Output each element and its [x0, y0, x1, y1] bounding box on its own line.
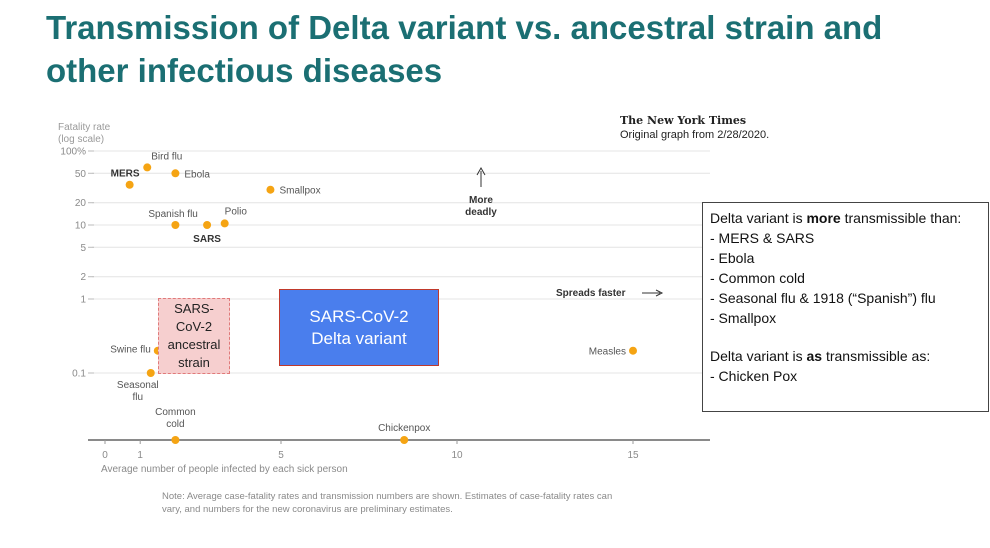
more-deadly-arrowhead	[476, 166, 486, 176]
y-tick-label: 0.1	[72, 369, 86, 380]
point-label: Measles	[589, 347, 626, 358]
as-transmissible-list: - Chicken Pox	[710, 366, 981, 386]
list-item: - Common cold	[710, 270, 805, 286]
x-axis-label: Average number of people infected by eac…	[101, 464, 348, 475]
point-label: Seasonal flu	[117, 380, 159, 403]
x-tick-label: 10	[451, 450, 463, 461]
spreads-faster-label: Spreads faster	[556, 288, 626, 299]
x-tick-label: 1	[137, 450, 143, 461]
delta-variant-box: SARS-CoV-2 Delta variant	[279, 289, 439, 366]
data-point	[220, 219, 229, 228]
list-item: - Seasonal flu & 1918 (“Spanish”) flu	[710, 290, 936, 306]
point-label: SARS	[193, 234, 221, 245]
y-tick-label: 10	[75, 221, 87, 232]
y-tick-label: 50	[75, 169, 87, 180]
x-tick-label: 0	[102, 450, 108, 461]
more-transmissible-list: - MERS & SARS - Ebola - Common cold - Se…	[710, 228, 981, 328]
list-item: - Smallpox	[710, 310, 777, 326]
more-deadly-label: More deadly	[465, 195, 497, 218]
data-point	[146, 369, 155, 377]
y-tick-label: 2	[80, 272, 86, 283]
data-point	[629, 346, 637, 355]
y-tick-label: 100%	[60, 147, 86, 158]
x-tick-label: 5	[278, 450, 284, 461]
y-tick-label: 1	[80, 295, 86, 306]
ancestral-strain-box: SARS- CoV-2 ancestral strain	[158, 298, 230, 374]
y-tick-label: 20	[75, 198, 87, 209]
info-box: Delta variant is more transmissible than…	[702, 202, 989, 412]
list-item: - Chicken Pox	[710, 368, 798, 384]
list-item: - MERS & SARS	[710, 230, 815, 246]
data-point	[171, 436, 180, 444]
data-point	[171, 221, 180, 229]
data-point	[143, 163, 152, 172]
y-axis-label: Fatality rate (log scale)	[58, 122, 111, 145]
nyt-logo: The New York Times	[620, 114, 747, 127]
as-transmissible-heading: Delta variant is as transmissible as:	[710, 348, 931, 364]
point-label: Chickenpox	[378, 423, 430, 434]
point-label: MERS	[111, 169, 140, 180]
data-point	[266, 185, 275, 194]
slide-title: Transmission of Delta variant vs. ancest…	[46, 9, 883, 89]
source-credit: The New York Times Original graph from 2…	[620, 114, 769, 142]
point-label: Swine flu	[110, 345, 151, 356]
spreads-faster-arrowhead	[655, 289, 664, 297]
data-point	[171, 169, 180, 178]
data-point	[203, 221, 212, 229]
point-label: Bird flu	[151, 151, 182, 162]
list-item: - Ebola	[710, 250, 755, 266]
x-tick-label: 15	[627, 450, 639, 461]
data-point	[125, 180, 134, 189]
point-label: Polio	[225, 206, 248, 217]
source-caption: Original graph from 2/28/2020.	[620, 129, 770, 141]
point-label: Common cold	[155, 407, 196, 430]
more-transmissible-heading: Delta variant is more transmissible than…	[710, 210, 962, 226]
point-label: Spanish flu	[148, 209, 197, 220]
data-point	[400, 436, 409, 444]
chart-note: Note: Average case-fatality rates and tr…	[162, 491, 613, 515]
y-tick-label: 5	[80, 243, 86, 254]
point-label: Smallpox	[279, 186, 320, 197]
point-label: Ebola	[184, 169, 210, 180]
